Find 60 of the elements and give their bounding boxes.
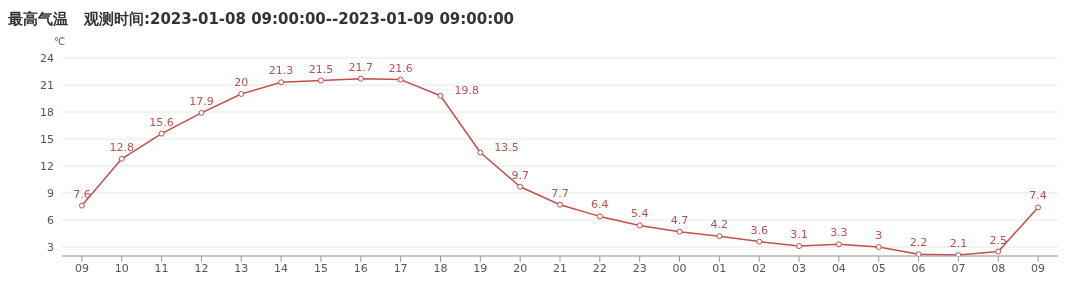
data-label: 3.3	[830, 226, 848, 240]
x-tick-label: 07	[951, 261, 966, 275]
data-label: 6.4	[591, 198, 609, 212]
x-tick-label: 09	[1031, 261, 1046, 275]
data-label: 21.3	[268, 64, 294, 78]
y-axis-title: ℃	[54, 36, 66, 47]
chart-subtitle: 观测时间:2023-01-08 09:00:00--2023-01-09 09:00:00	[84, 10, 515, 28]
x-tick-label: 22	[592, 261, 607, 275]
data-label: 20	[234, 76, 249, 89]
x-tick-label: 00	[672, 261, 687, 275]
x-tick-label: 03	[792, 261, 807, 275]
x-tick-label: 10	[114, 261, 129, 275]
x-tick-label: 20	[513, 261, 528, 275]
x-tick-label: 01	[712, 261, 727, 275]
y-tick-label: 15	[40, 132, 54, 146]
chart-title: 最高气温	[8, 10, 68, 28]
x-tick-label: 15	[313, 261, 328, 275]
x-tick-label: 16	[353, 261, 368, 275]
y-tick-label: 3	[47, 240, 54, 254]
data-label: 12.8	[109, 140, 135, 154]
x-tick-label: 06	[911, 261, 926, 275]
data-label: 4.7	[670, 213, 689, 227]
x-tick-label: 19	[473, 261, 488, 275]
y-tick-label: 18	[40, 105, 54, 119]
data-label: 7.4	[1029, 189, 1047, 203]
data-label: 21.6	[388, 61, 413, 75]
x-tick-label: 13	[234, 261, 249, 275]
data-label: 4.2	[710, 218, 729, 232]
data-label: 2.1	[949, 237, 968, 251]
data-label: 3.1	[790, 228, 808, 242]
data-label: 21.7	[348, 60, 374, 74]
data-label: 13.5	[494, 140, 519, 154]
data-label: 2.5	[989, 233, 1007, 247]
y-tick-label: 12	[40, 159, 54, 173]
x-tick-label: 21	[553, 261, 567, 275]
data-label: 2.2	[909, 236, 928, 250]
x-tick-label: 08	[991, 261, 1006, 275]
y-tick-label: 9	[47, 186, 54, 200]
y-tick-label: 6	[47, 213, 54, 227]
x-tick-label: 18	[433, 261, 448, 275]
data-label: 9.7	[511, 168, 529, 182]
data-label: 15.6	[149, 115, 174, 129]
data-label: 17.9	[189, 94, 214, 108]
x-tick-label: 14	[274, 261, 289, 275]
x-tick-label: 09	[74, 261, 89, 275]
y-tick-label: 21	[40, 78, 54, 92]
data-label: 21.5	[308, 62, 334, 76]
x-tick-label: 12	[194, 261, 209, 275]
x-tick-label: 17	[393, 261, 408, 275]
data-label: 5.4	[630, 207, 649, 221]
x-tick-label: 05	[871, 261, 886, 275]
y-tick-label: 24	[40, 51, 54, 65]
data-label: 3	[875, 229, 883, 242]
data-label: 7.7	[551, 186, 569, 200]
data-label: 3.6	[750, 223, 768, 237]
x-tick-label: 23	[632, 261, 647, 275]
x-tick-label: 11	[154, 261, 169, 275]
x-tick-label: 02	[752, 261, 767, 275]
data-label: 19.8	[454, 83, 479, 97]
x-tick-label: 04	[831, 261, 846, 275]
